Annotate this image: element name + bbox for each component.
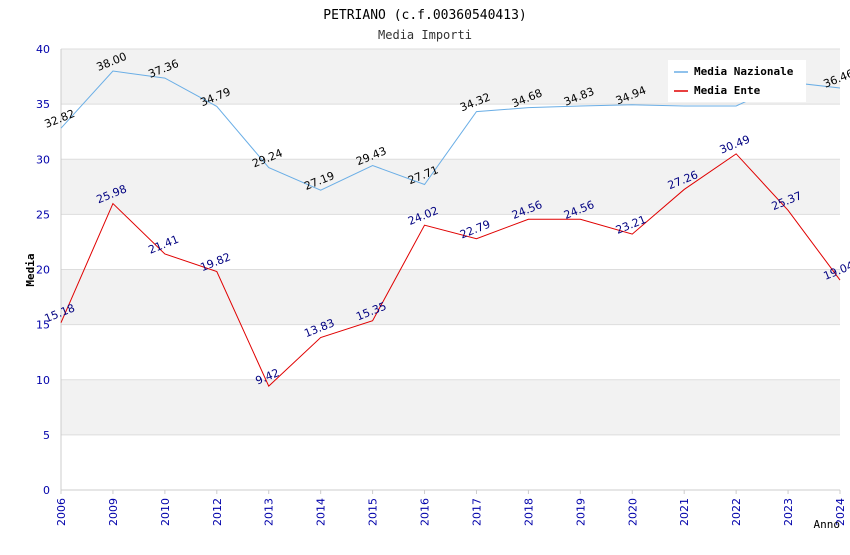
x-tick-label: 2012	[211, 498, 224, 526]
data-label: 30.49	[718, 133, 752, 157]
y-tick-label: 15	[36, 319, 50, 332]
series-line-nazionale	[60, 70, 841, 191]
legend-box	[668, 60, 806, 102]
x-tick-label: 2016	[419, 498, 432, 526]
x-tick-label: 2013	[263, 498, 276, 526]
grid-band	[61, 159, 840, 215]
chart-subtitle: Media Importi	[378, 28, 472, 42]
chart-title: PETRIANO (c.f.00360540413)	[323, 8, 527, 23]
y-tick-label: 25	[36, 208, 50, 221]
x-tick-label: 2019	[574, 498, 587, 526]
y-tick-label: 40	[36, 43, 50, 56]
x-tick-label: 2017	[470, 498, 483, 526]
x-tick-label: 2014	[315, 498, 328, 526]
y-tick-label: 5	[43, 429, 50, 442]
data-label: 23.21	[614, 213, 648, 237]
grid-band	[61, 379, 840, 435]
x-axis-label: Anno	[814, 518, 841, 531]
x-tick-label: 2020	[626, 498, 639, 526]
legend-label-nazionale: Media Nazionale	[694, 65, 794, 78]
x-tick-label: 2009	[107, 498, 120, 526]
x-tick-label: 2010	[159, 498, 172, 526]
y-tick-label: 20	[36, 264, 50, 277]
y-tick-label: 30	[36, 153, 50, 166]
x-tick-label: 2023	[782, 498, 795, 526]
x-tick-label: 2022	[730, 498, 743, 526]
x-tick-label: 2021	[678, 498, 691, 526]
x-tick-label: 2006	[55, 498, 68, 526]
data-label: 22.79	[458, 218, 492, 242]
y-axis-label: Media	[24, 253, 37, 286]
y-tick-label: 0	[43, 484, 50, 497]
legend: Media Nazionale Media Ente	[668, 60, 806, 102]
series-line-ente	[60, 153, 841, 387]
x-tick-label: 2024	[834, 498, 847, 526]
x-tick-label: 2018	[522, 498, 535, 526]
legend-label-ente: Media Ente	[694, 84, 761, 97]
grid-band	[61, 269, 840, 325]
y-tick-label: 35	[36, 98, 50, 111]
x-tick-label: 2015	[367, 498, 380, 526]
y-tick-label: 10	[36, 374, 50, 387]
